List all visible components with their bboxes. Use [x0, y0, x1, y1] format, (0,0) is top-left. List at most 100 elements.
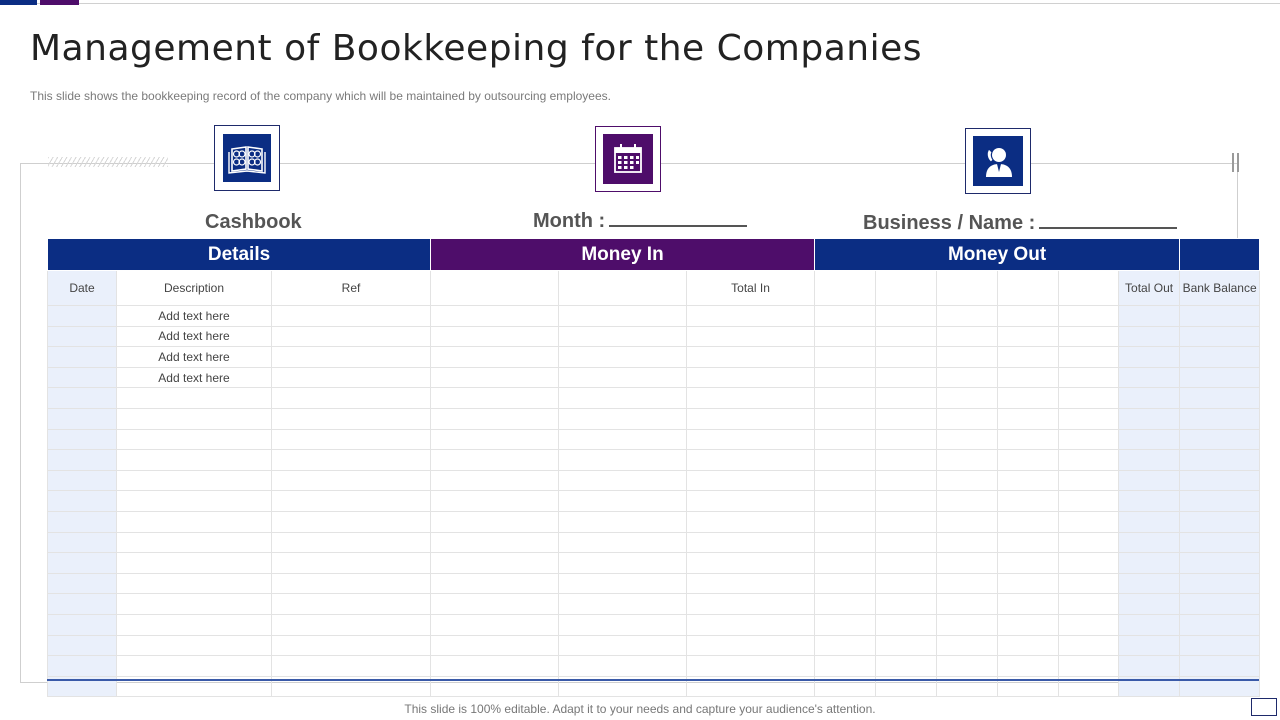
description-cell[interactable]: Add text here — [116, 325, 272, 348]
table-cell[interactable] — [558, 469, 688, 492]
table-cell[interactable] — [1058, 510, 1120, 533]
table-cell[interactable] — [1179, 655, 1261, 677]
table-cell[interactable] — [1118, 325, 1181, 348]
table-cell[interactable] — [936, 346, 999, 368]
description-cell[interactable] — [116, 510, 272, 533]
table-cell[interactable] — [270, 490, 432, 512]
table-cell[interactable] — [814, 510, 877, 533]
table-cell[interactable] — [270, 593, 432, 615]
table-cell[interactable] — [47, 510, 117, 533]
table-cell[interactable] — [430, 407, 560, 430]
table-cell[interactable] — [1179, 469, 1261, 492]
table-cell[interactable] — [47, 593, 117, 615]
table-cell[interactable] — [270, 325, 432, 348]
table-cell[interactable] — [558, 510, 688, 533]
table-cell[interactable] — [936, 428, 999, 451]
table-cell[interactable] — [997, 387, 1060, 409]
description-cell[interactable] — [116, 387, 272, 409]
table-cell[interactable] — [1118, 366, 1181, 389]
table-cell[interactable] — [47, 325, 117, 348]
table-cell[interactable] — [997, 346, 1060, 368]
table-cell[interactable] — [1179, 552, 1261, 574]
table-cell[interactable] — [997, 613, 1060, 636]
table-cell[interactable] — [1118, 552, 1181, 574]
table-cell[interactable] — [430, 552, 560, 574]
table-cell[interactable] — [686, 634, 816, 657]
table-cell[interactable] — [430, 449, 560, 471]
table-cell[interactable] — [1058, 572, 1120, 595]
table-cell[interactable] — [430, 593, 560, 615]
table-cell[interactable] — [1118, 675, 1181, 698]
table-cell[interactable] — [997, 572, 1060, 595]
description-cell[interactable] — [116, 593, 272, 615]
table-cell[interactable] — [558, 634, 688, 657]
table-cell[interactable] — [936, 387, 999, 409]
table-cell[interactable] — [875, 531, 938, 554]
table-cell[interactable] — [1179, 531, 1261, 554]
table-cell[interactable] — [270, 407, 432, 430]
table-cell[interactable] — [558, 407, 688, 430]
table-cell[interactable] — [270, 613, 432, 636]
table-cell[interactable] — [1179, 305, 1261, 327]
table-cell[interactable] — [1058, 366, 1120, 389]
table-cell[interactable] — [1118, 387, 1181, 409]
table-cell[interactable] — [47, 366, 117, 389]
table-cell[interactable] — [686, 449, 816, 471]
table-cell[interactable] — [814, 366, 877, 389]
table-cell[interactable] — [1179, 407, 1261, 430]
table-cell[interactable] — [997, 531, 1060, 554]
table-cell[interactable] — [1058, 613, 1120, 636]
table-cell[interactable] — [430, 531, 560, 554]
table-cell[interactable] — [270, 552, 432, 574]
table-cell[interactable] — [875, 634, 938, 657]
table-cell[interactable] — [47, 469, 117, 492]
table-cell[interactable] — [686, 593, 816, 615]
table-cell[interactable] — [875, 428, 938, 451]
table-cell[interactable] — [1058, 449, 1120, 471]
table-cell[interactable] — [1118, 346, 1181, 368]
table-cell[interactable] — [686, 387, 816, 409]
description-cell[interactable]: Add text here — [116, 305, 272, 327]
table-cell[interactable] — [558, 490, 688, 512]
table-cell[interactable] — [430, 325, 560, 348]
description-cell[interactable] — [116, 469, 272, 492]
table-cell[interactable] — [270, 531, 432, 554]
description-cell[interactable] — [116, 490, 272, 512]
table-cell[interactable] — [1179, 613, 1261, 636]
table-cell[interactable] — [558, 572, 688, 595]
table-cell[interactable] — [47, 428, 117, 451]
table-cell[interactable] — [686, 325, 816, 348]
table-cell[interactable] — [814, 655, 877, 677]
table-cell[interactable] — [1058, 552, 1120, 574]
table-cell[interactable] — [47, 305, 117, 327]
table-cell[interactable] — [686, 366, 816, 389]
table-cell[interactable] — [558, 449, 688, 471]
table-cell[interactable] — [875, 449, 938, 471]
description-cell[interactable]: Add text here — [116, 366, 272, 389]
table-cell[interactable] — [814, 469, 877, 492]
description-cell[interactable] — [116, 613, 272, 636]
table-cell[interactable] — [1058, 531, 1120, 554]
table-cell[interactable] — [1118, 655, 1181, 677]
table-cell[interactable] — [430, 634, 560, 657]
table-cell[interactable] — [1118, 613, 1181, 636]
table-cell[interactable] — [814, 593, 877, 615]
table-cell[interactable] — [997, 305, 1060, 327]
table-cell[interactable] — [814, 325, 877, 348]
table-cell[interactable] — [875, 325, 938, 348]
table-cell[interactable] — [1058, 325, 1120, 348]
table-cell[interactable] — [270, 305, 432, 327]
table-cell[interactable] — [1179, 387, 1261, 409]
table-cell[interactable] — [997, 490, 1060, 512]
table-cell[interactable] — [1058, 407, 1120, 430]
table-cell[interactable] — [558, 325, 688, 348]
table-cell[interactable] — [875, 469, 938, 492]
table-cell[interactable] — [875, 510, 938, 533]
table-cell[interactable] — [997, 366, 1060, 389]
description-cell[interactable] — [116, 572, 272, 595]
table-cell[interactable] — [430, 428, 560, 451]
table-cell[interactable] — [1179, 428, 1261, 451]
table-cell[interactable] — [814, 634, 877, 657]
table-cell[interactable] — [686, 572, 816, 595]
description-cell[interactable] — [116, 531, 272, 554]
